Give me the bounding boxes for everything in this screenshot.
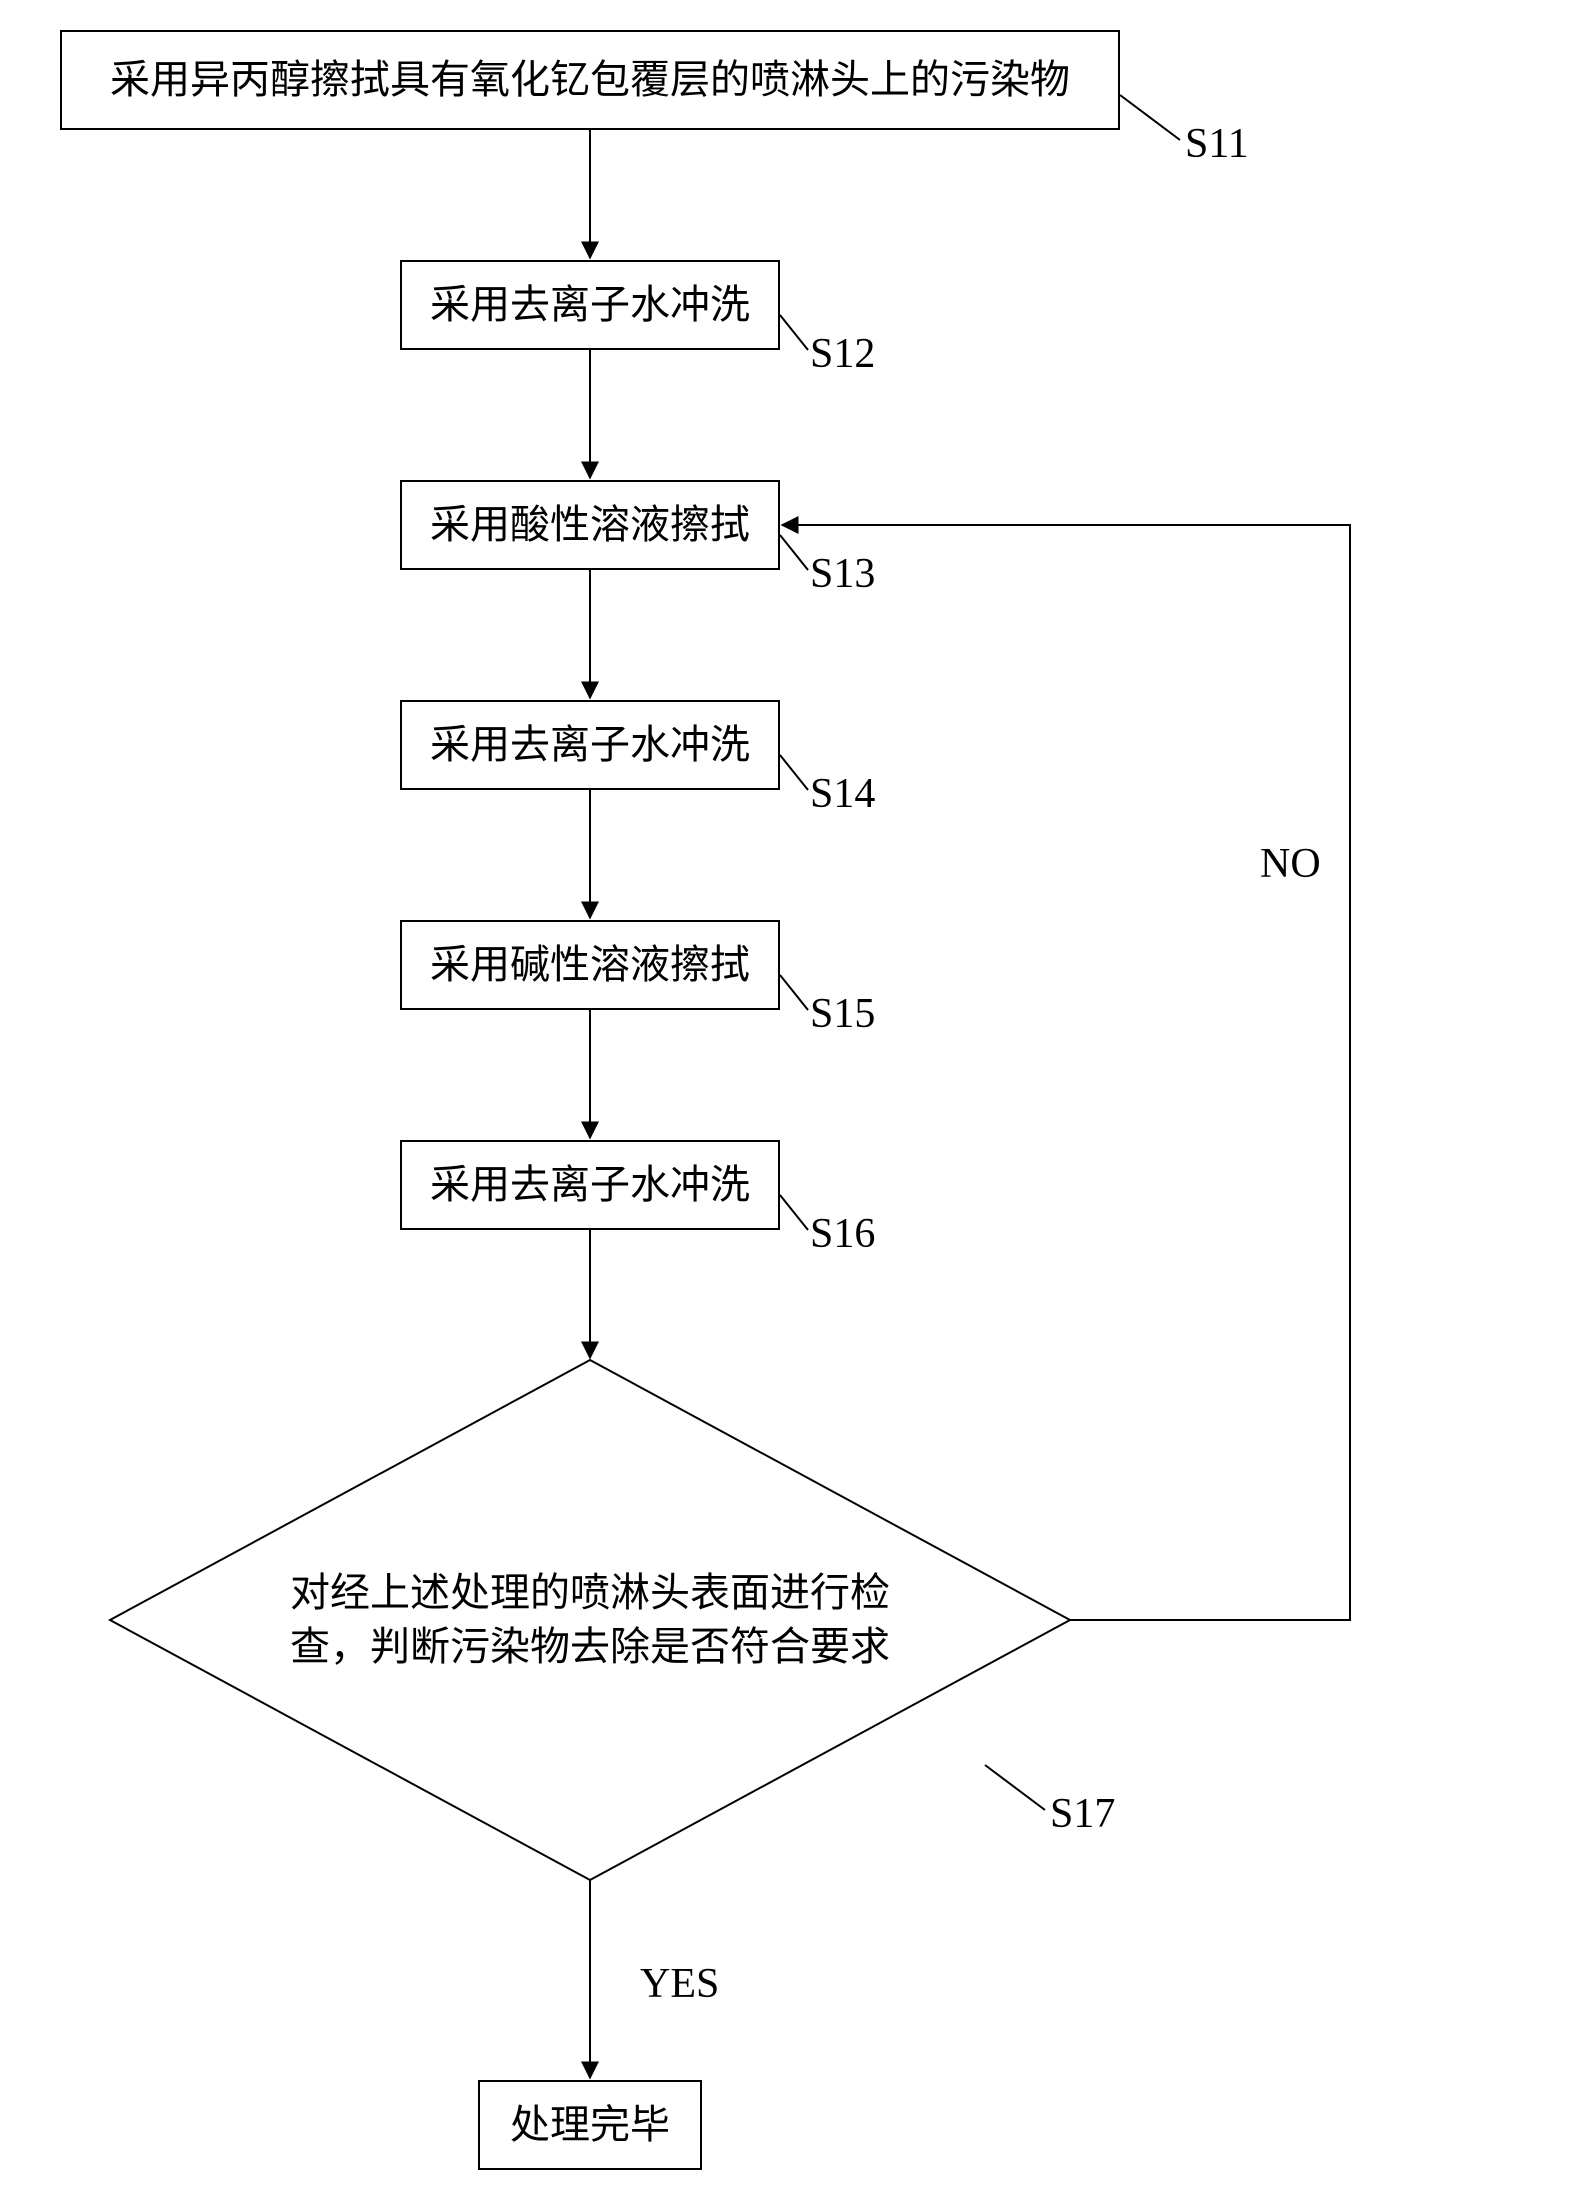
label-s16: S16 bbox=[810, 1210, 875, 1258]
leader-s16 bbox=[780, 1195, 808, 1230]
edge-label-no: NO bbox=[1260, 840, 1321, 888]
node-s14-text: 采用去离子水冲洗 bbox=[430, 718, 750, 772]
node-s15: 采用碱性溶液擦拭 bbox=[400, 920, 780, 1010]
label-s13: S13 bbox=[810, 550, 875, 598]
node-s13: 采用酸性溶液擦拭 bbox=[400, 480, 780, 570]
edge-s17-s13-loop bbox=[782, 525, 1350, 1620]
node-s16-text: 采用去离子水冲洗 bbox=[430, 1158, 750, 1212]
node-s16: 采用去离子水冲洗 bbox=[400, 1140, 780, 1230]
node-s17: 对经上述处理的喷淋头表面进行检查，判断污染物去除是否符合要求 bbox=[290, 1510, 890, 1730]
leader-s17 bbox=[985, 1765, 1045, 1810]
node-s17-text: 对经上述处理的喷淋头表面进行检查，判断污染物去除是否符合要求 bbox=[290, 1566, 890, 1674]
leader-s12 bbox=[780, 315, 808, 350]
flowchart-canvas: 采用异丙醇擦拭具有氧化钇包覆层的喷淋头上的污染物 S11 采用去离子水冲洗 S1… bbox=[0, 0, 1580, 2200]
label-s15: S15 bbox=[810, 990, 875, 1038]
leader-s14 bbox=[780, 755, 808, 790]
node-s15-text: 采用碱性溶液擦拭 bbox=[430, 938, 750, 992]
connector-layer bbox=[0, 0, 1580, 2200]
label-s14: S14 bbox=[810, 770, 875, 818]
leader-s15 bbox=[780, 975, 808, 1010]
edge-label-yes: YES bbox=[640, 1960, 719, 2008]
node-s12: 采用去离子水冲洗 bbox=[400, 260, 780, 350]
node-s11: 采用异丙醇擦拭具有氧化钇包覆层的喷淋头上的污染物 bbox=[60, 30, 1120, 130]
label-s12: S12 bbox=[810, 330, 875, 378]
leader-s11 bbox=[1120, 95, 1180, 140]
node-s14: 采用去离子水冲洗 bbox=[400, 700, 780, 790]
label-s11: S11 bbox=[1185, 120, 1249, 168]
node-end-text: 处理完毕 bbox=[510, 2098, 670, 2152]
node-s12-text: 采用去离子水冲洗 bbox=[430, 278, 750, 332]
label-s17: S17 bbox=[1050, 1790, 1115, 1838]
node-s13-text: 采用酸性溶液擦拭 bbox=[430, 498, 750, 552]
leader-s13 bbox=[780, 535, 808, 570]
node-s11-text: 采用异丙醇擦拭具有氧化钇包覆层的喷淋头上的污染物 bbox=[110, 53, 1070, 107]
node-end: 处理完毕 bbox=[478, 2080, 702, 2170]
